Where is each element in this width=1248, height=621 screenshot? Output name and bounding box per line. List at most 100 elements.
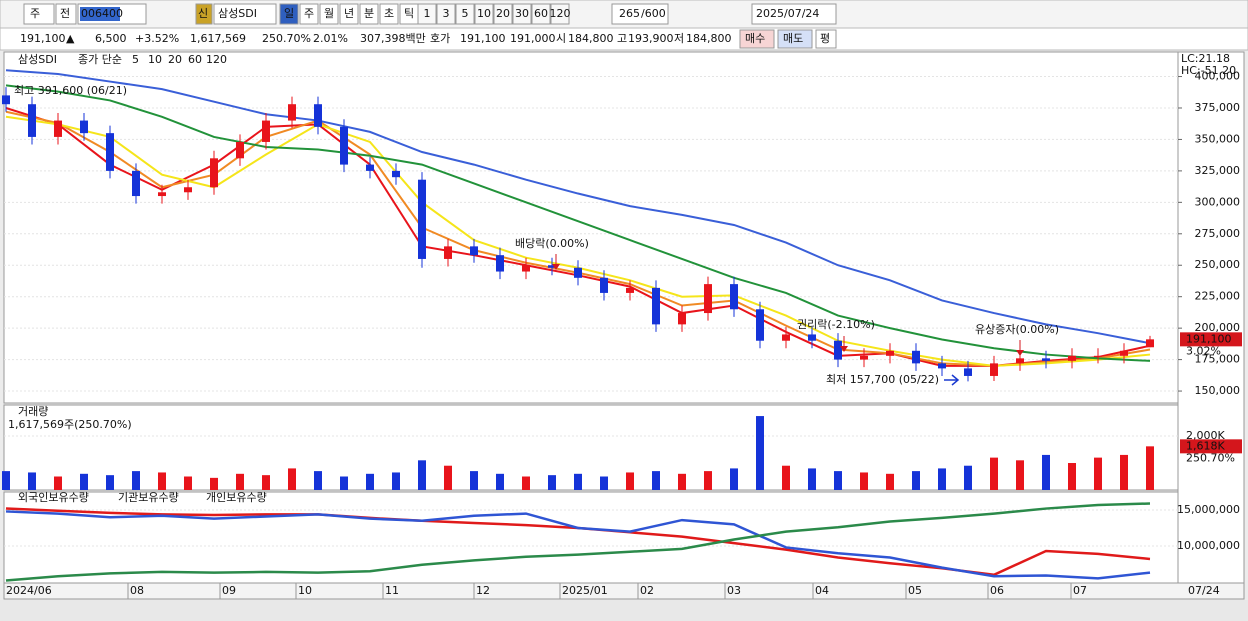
candle-body <box>574 267 582 278</box>
candle-body <box>704 284 712 314</box>
volume-bar <box>704 471 712 490</box>
volume-bar <box>158 472 166 490</box>
interval-text[interactable]: 분 <box>364 7 374 20</box>
step-button[interactable] <box>550 3 570 25</box>
interval-button[interactable] <box>299 3 319 25</box>
step-text[interactable]: 5 <box>462 7 469 20</box>
legend-entry: 120 <box>206 53 227 66</box>
candle-body <box>132 170 140 197</box>
y-tick-label: 375,000 <box>1195 101 1241 114</box>
name-input[interactable] <box>213 3 277 25</box>
interval-button[interactable] <box>319 3 339 25</box>
volume-bar <box>340 476 348 490</box>
volume-bar <box>1146 446 1154 490</box>
candle-body <box>262 120 270 142</box>
volume-bar <box>990 457 998 490</box>
candle-body <box>938 363 946 369</box>
arrow-head <box>840 346 848 352</box>
x-tick-label: 02 <box>640 584 654 597</box>
interval-text[interactable]: 일 <box>284 6 294 20</box>
candle-body <box>1094 355 1102 357</box>
date-input[interactable] <box>751 3 837 25</box>
x-tick-label: 09 <box>222 584 236 597</box>
info-low: 184,800 <box>686 32 732 45</box>
volume-bar <box>470 471 478 490</box>
candle-body <box>314 104 322 127</box>
info-open-label: 시 <box>556 32 566 45</box>
selection <box>80 7 120 21</box>
button-text[interactable]: 전 <box>60 7 70 20</box>
buy-button[interactable] <box>739 29 775 49</box>
panel-title: 거래량 <box>18 405 48 418</box>
x-tick-label: 12 <box>476 584 490 597</box>
info-arrow: ▲ <box>66 32 75 45</box>
step-button[interactable] <box>531 3 551 25</box>
holdings-panel <box>3 491 1179 584</box>
step-button[interactable] <box>493 3 513 25</box>
volume-bar <box>236 473 244 490</box>
legend-entry: 20 <box>168 53 182 66</box>
volume-bar <box>28 472 36 490</box>
interval-text[interactable]: 월 <box>324 7 334 20</box>
button[interactable] <box>55 3 77 25</box>
candle-body <box>80 120 88 134</box>
step-text[interactable]: 30 <box>515 7 529 20</box>
candle-body <box>54 120 62 137</box>
step-text[interactable]: 120 <box>550 7 571 20</box>
candle-body <box>496 255 504 272</box>
info-change: 6,500 <box>95 32 127 45</box>
avg-text[interactable]: 평 <box>820 32 830 45</box>
candle-body <box>756 309 764 341</box>
volume-bar <box>912 471 920 490</box>
combo[interactable] <box>23 3 55 25</box>
candle-body <box>444 246 452 259</box>
legend-entry: 60 <box>188 53 202 66</box>
volume-bar <box>1016 460 1024 490</box>
volume-bar <box>600 476 608 490</box>
avg-button[interactable] <box>815 29 837 49</box>
info-price: 191,100 <box>20 32 66 45</box>
step-text[interactable]: 10 <box>477 7 491 20</box>
candle-body <box>288 104 296 121</box>
step-button[interactable] <box>436 3 456 25</box>
candle-body <box>1120 350 1128 356</box>
interval-button[interactable] <box>339 3 359 25</box>
step-text[interactable]: 60 <box>534 7 548 20</box>
step-text[interactable]: 1 <box>424 7 431 20</box>
count: 265 <box>619 7 640 20</box>
step-button[interactable] <box>474 3 494 25</box>
date-text: 2025/07/24 <box>756 7 819 20</box>
x-tick-label: 2024/06 <box>6 584 52 597</box>
candle-body <box>990 363 998 376</box>
candle-body <box>600 277 608 293</box>
total: /600 <box>641 7 666 20</box>
sell-text[interactable]: 매도 <box>783 32 803 45</box>
interval-button[interactable] <box>359 3 379 25</box>
interval-button[interactable] <box>279 3 299 25</box>
annotation: 유상증자(0.00%) <box>975 323 1059 336</box>
step-button[interactable] <box>455 3 475 25</box>
interval-text[interactable]: 초 <box>384 7 394 20</box>
step-button[interactable] <box>417 3 437 25</box>
interval-text[interactable]: 년 <box>344 7 354 20</box>
candle-body <box>548 265 556 268</box>
step-text[interactable]: 3 <box>443 7 450 20</box>
interval-button[interactable] <box>379 3 399 25</box>
volume-bar <box>964 465 972 490</box>
candle-body <box>418 179 426 259</box>
buy-text[interactable]: 매수 <box>745 32 765 45</box>
sell-button[interactable] <box>777 29 813 49</box>
ma-line <box>5 69 1151 345</box>
candle-body <box>158 192 166 197</box>
step-text[interactable]: 20 <box>496 7 510 20</box>
interval-text[interactable]: 틱 <box>404 7 414 20</box>
interval-text[interactable]: 주 <box>304 7 314 20</box>
combo-text: 주 <box>30 7 40 20</box>
name-text: 삼성SDI <box>218 7 257 20</box>
volume-bar <box>1094 457 1102 490</box>
annotation: 최고 391,600 (06/21) <box>14 84 127 97</box>
volume-bar <box>262 475 270 490</box>
step-button[interactable] <box>512 3 532 25</box>
candle-body <box>366 164 374 171</box>
